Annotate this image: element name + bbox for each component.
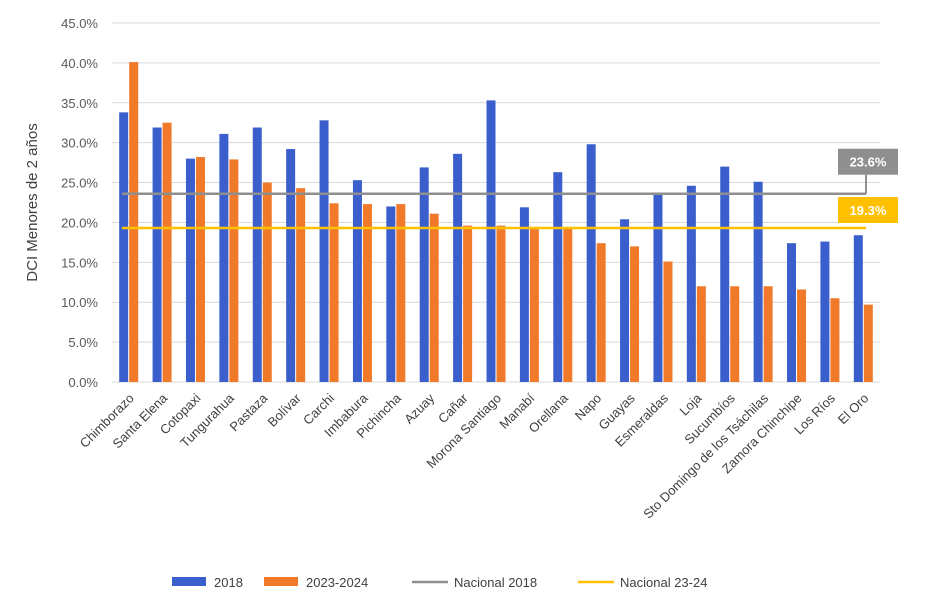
bar-2023-2024 xyxy=(563,228,573,382)
bar-2018 xyxy=(319,120,329,382)
bar-2023-2024 xyxy=(396,204,406,382)
bar-2023-2024 xyxy=(696,286,706,382)
legend-label: 2018 xyxy=(214,575,243,590)
x-tick-label: Loja xyxy=(676,390,705,419)
bar-2023-2024 xyxy=(195,157,205,382)
y-tick-label: 30.0% xyxy=(61,136,98,151)
y-tick-label: 45.0% xyxy=(61,16,98,31)
bar-2023-2024 xyxy=(229,159,239,382)
bar-2023-2024 xyxy=(529,228,539,382)
y-axis-label: DCI Menores de 2 años xyxy=(24,123,41,281)
bar-2018 xyxy=(720,166,730,382)
bar-2023-2024 xyxy=(797,289,807,382)
bar-2018 xyxy=(386,206,396,382)
bar-2018 xyxy=(252,127,262,383)
legend-swatch xyxy=(264,577,298,586)
bar-2018 xyxy=(419,167,429,382)
bar-2018 xyxy=(352,180,362,382)
y-tick-label: 10.0% xyxy=(61,295,98,310)
bar-2018 xyxy=(753,181,763,382)
y-tick-label: 0.0% xyxy=(68,375,98,390)
bar-2018 xyxy=(653,194,663,382)
reference-value-label: 19.3% xyxy=(850,203,887,218)
bar-2018 xyxy=(286,149,296,382)
bar-2023-2024 xyxy=(463,225,473,382)
bar-2023-2024 xyxy=(863,304,873,382)
bar-2018 xyxy=(787,243,797,382)
legend-label: 2023-2024 xyxy=(306,575,368,590)
x-tick-label: El Oro xyxy=(835,391,872,428)
x-tick-label: Azuay xyxy=(401,390,438,427)
y-tick-label: 5.0% xyxy=(68,335,98,350)
bar-2023-2024 xyxy=(129,62,139,382)
y-tick-label: 15.0% xyxy=(61,255,98,270)
legend-swatch xyxy=(172,577,206,586)
bar-2018 xyxy=(486,100,496,382)
bar-2023-2024 xyxy=(596,243,606,382)
bar-2023-2024 xyxy=(162,122,172,382)
bar-2018 xyxy=(185,158,195,382)
bar-2018 xyxy=(686,185,696,382)
bar-2023-2024 xyxy=(362,204,372,382)
bar-2018 xyxy=(853,235,863,382)
bar-2023-2024 xyxy=(329,203,339,382)
bar-2023-2024 xyxy=(663,261,673,382)
legend-label: Nacional 23-24 xyxy=(620,575,707,590)
bar-2018 xyxy=(620,219,630,382)
bar-2023-2024 xyxy=(496,225,506,382)
y-tick-label: 40.0% xyxy=(61,56,98,71)
bar-2023-2024 xyxy=(730,286,740,382)
bar-2018 xyxy=(219,133,229,382)
bar-2018 xyxy=(519,207,529,382)
legend-label: Nacional 2018 xyxy=(454,575,537,590)
reference-value-label: 23.6% xyxy=(850,155,887,170)
bar-2023-2024 xyxy=(262,182,272,382)
bar-2018 xyxy=(119,112,129,383)
bar-2018 xyxy=(820,241,830,382)
bar-2018 xyxy=(586,144,596,382)
y-tick-label: 35.0% xyxy=(61,96,98,111)
x-tick-label: Pastaza xyxy=(227,390,271,434)
bar-2023-2024 xyxy=(763,286,773,382)
reference-label-box xyxy=(838,148,898,175)
bar-2023-2024 xyxy=(296,188,306,382)
bar-2018 xyxy=(453,153,463,382)
x-tick-label: Bolívar xyxy=(265,390,305,430)
reference-label-box xyxy=(838,197,898,224)
bar-2023-2024 xyxy=(429,213,439,382)
y-tick-label: 20.0% xyxy=(61,215,98,230)
bar-2023-2024 xyxy=(830,298,840,382)
bar-2023-2024 xyxy=(630,246,640,382)
bar-2018 xyxy=(553,172,563,382)
y-tick-label: 25.0% xyxy=(61,176,98,191)
bar-2018 xyxy=(152,127,162,383)
